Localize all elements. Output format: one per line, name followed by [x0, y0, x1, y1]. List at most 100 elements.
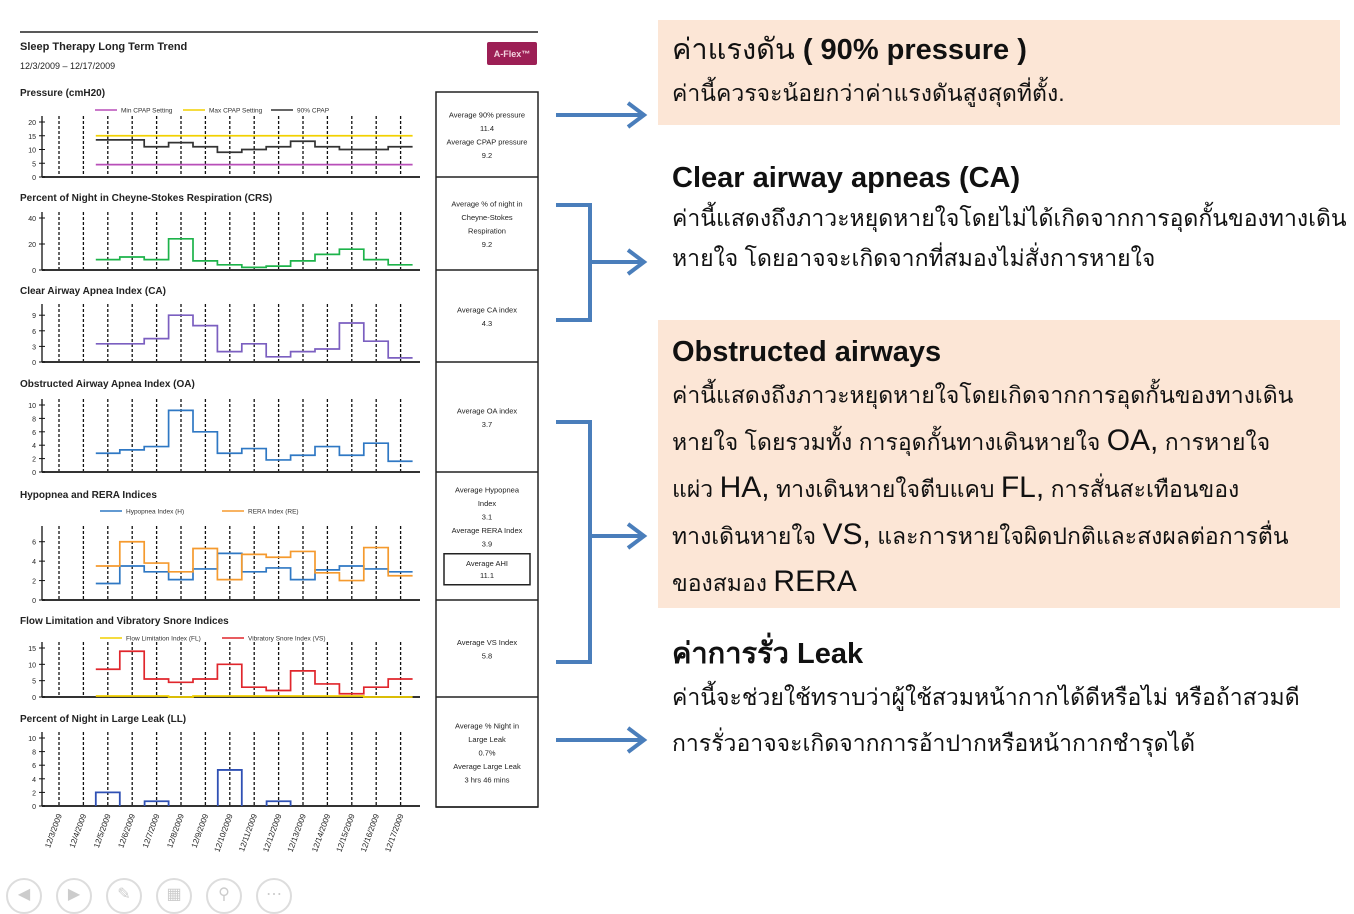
- y-tick-label: 9: [32, 313, 36, 320]
- summary-text: 3.9: [482, 539, 492, 548]
- term-vs: VS,: [822, 518, 871, 551]
- summary-text: Average RERA Index: [452, 526, 523, 535]
- summary-text: Average % of night in: [451, 200, 522, 209]
- text: และการหายใจผิดปกติและสงผลต่อการตื่น: [870, 523, 1289, 549]
- panel-title: Pressure (cmH20): [20, 88, 105, 99]
- panel-title: Clear Airway Apnea Index (CA): [20, 286, 166, 297]
- y-tick-label: 0: [32, 470, 36, 477]
- slides-icon[interactable]: ▦: [156, 878, 192, 914]
- y-tick-label: 2: [32, 457, 36, 464]
- text: การหายใจ: [1158, 429, 1271, 455]
- y-tick-label: 2: [32, 579, 36, 586]
- summary-text: Average % Night in: [455, 721, 519, 730]
- series-line: [95, 540, 413, 582]
- term-oa: OA,: [1106, 424, 1159, 457]
- summary-text: 9.2: [482, 151, 492, 160]
- legend-label: Flow Limitation Index (FL): [126, 636, 201, 643]
- series-line: [95, 552, 413, 585]
- leak-bar: [94, 791, 121, 806]
- text: แผ่ว: [672, 476, 720, 502]
- legend-label: Min CPAP Setting: [121, 108, 173, 115]
- summary-text: Large Leak: [468, 735, 506, 744]
- series-line: [95, 314, 413, 359]
- bracket-ca: [556, 203, 648, 322]
- leak-bar: [143, 800, 170, 806]
- summary-text: Average Large Leak: [453, 762, 521, 771]
- panel-title: Percent of Night in Large Leak (LL): [20, 714, 186, 725]
- term-fl: FL,: [1000, 471, 1045, 504]
- note-obstructed-line3: แผ่ว HA, ทางเดินหายใจตีบแคบ FL, การสั่นส…: [672, 465, 1340, 512]
- y-tick-label: 20: [28, 120, 36, 127]
- summary-text: Cheyne-Stokes: [461, 213, 513, 222]
- arrow-pressure: [556, 101, 648, 129]
- note-pressure-heading-thai: ค่าแรงดัน: [672, 34, 795, 66]
- y-tick-label: 20: [28, 242, 36, 249]
- text: การสั่นสะเทือนของ: [1044, 476, 1240, 502]
- series-line: [95, 650, 413, 695]
- previous-icon[interactable]: ◀: [6, 878, 42, 914]
- y-tick-label: 4: [32, 559, 36, 566]
- report-title: Sleep Therapy Long Term Trend: [20, 41, 187, 53]
- annotation-arrows: [556, 101, 648, 754]
- legend-label: 90% CPAP: [297, 108, 329, 115]
- note-ca-body2: หายใจ โดยอาจจะเกิดจากที่สมองไม่สั่งการหา…: [672, 245, 1156, 271]
- y-tick-label: 3: [32, 344, 36, 351]
- y-tick-label: 0: [32, 598, 36, 605]
- ahi-value: 11.1: [480, 571, 494, 580]
- text: ทางเดินหายใจตีบแคบ: [769, 476, 1001, 502]
- summary-text: 3.1: [482, 512, 492, 521]
- panel-title: Obstructed Airway Apnea Index (OA): [20, 379, 195, 390]
- y-tick-label: 40: [28, 216, 36, 223]
- legend-label: Vibratory Snore Index (VS): [248, 636, 326, 643]
- y-tick-label: 8: [32, 416, 36, 423]
- zoom-icon[interactable]: ⚲: [206, 878, 242, 914]
- y-tick-label: 5: [32, 679, 36, 686]
- summary-text: 11.4: [480, 124, 494, 133]
- y-tick-label: 10: [28, 403, 36, 410]
- y-tick-label: 0: [32, 268, 36, 275]
- next-icon[interactable]: ▶: [56, 878, 92, 914]
- y-tick-label: 10: [28, 662, 36, 669]
- pen-icon[interactable]: ✎: [106, 878, 142, 914]
- y-tick-label: 4: [32, 777, 36, 784]
- more-icon[interactable]: ⋯: [256, 878, 292, 914]
- aflex-badge: [487, 42, 537, 65]
- panel-title: Percent of Night in Cheyne-Stokes Respir…: [20, 193, 272, 204]
- note-ca-body1: ค่านี้แสดงถึงภาวะหยุดหายใจโดยไม่ได้เกิดจ…: [672, 205, 1347, 231]
- summary-text: 3 hrs 46 mins: [464, 775, 509, 784]
- series-line: [95, 237, 413, 269]
- arrow-leak: [556, 726, 648, 754]
- note-ca: Clear airway apneas (CA) ค่านี้แสดงถึงภา…: [658, 158, 1347, 278]
- panel-title: Flow Limitation and Vibratory Snore Indi…: [20, 616, 229, 627]
- note-obstructed-line1: ค่านี้แสดงถึงภาวะหยุดหายใจโดยเกิดจากการอ…: [672, 382, 1294, 408]
- note-ca-heading: Clear airway apneas (CA): [672, 162, 1021, 194]
- y-tick-label: 5: [32, 161, 36, 168]
- text: ของสมอง: [672, 570, 774, 596]
- legend-label: Hypopnea Index (H): [126, 509, 184, 516]
- leak-bar: [216, 769, 243, 806]
- report-date-range: 12/3/2009 – 12/17/2009: [20, 61, 115, 71]
- note-obstructed-line5: ของสมอง RERA: [672, 559, 1340, 606]
- series-line: [95, 139, 413, 154]
- term-ha: HA,: [719, 471, 770, 504]
- sleep-therapy-report: Sleep Therapy Long Term Trend 12/3/2009 –…: [20, 31, 539, 853]
- y-tick-label: 15: [28, 646, 36, 653]
- y-tick-label: 0: [32, 360, 36, 367]
- note-leak-body1: ค่านี้จะช่วยใช้ทราบว่าผู้ใช้สวมหน้ากากได…: [672, 684, 1300, 710]
- leak-bar: [265, 800, 292, 806]
- y-tick-label: 0: [32, 175, 36, 182]
- summary-text: Average 90% pressure: [449, 111, 525, 120]
- aflex-badge-text: A-Flex™: [494, 49, 531, 59]
- note-obstructed-line4: ทางเดินหายใจ VS, และการหายใจผิดปกติและสง…: [672, 512, 1340, 559]
- ahi-box: [443, 553, 531, 586]
- summary-text: Average OA index: [457, 407, 518, 416]
- ahi-label: Average AHI: [466, 559, 508, 568]
- series-line: [95, 695, 413, 698]
- note-leak-body2: การรั่วอาจจะเกิดจากการอ้าปากหรือหน้ากากช…: [672, 730, 1196, 756]
- summary-text: 0.7%: [478, 748, 495, 757]
- panel-title: Hypopnea and RERA Indices: [20, 490, 157, 501]
- summary-text: 4.3: [482, 319, 492, 328]
- legend-label: RERA Index (RE): [248, 509, 299, 516]
- note-leak-heading-en: Leak: [797, 638, 864, 670]
- summary-text: 9.2: [482, 240, 492, 249]
